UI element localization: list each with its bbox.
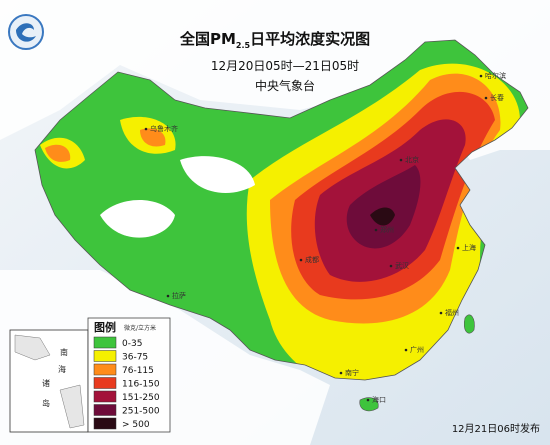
- inset-land: [59, 384, 85, 429]
- logo: [8, 14, 44, 50]
- legend-swatch: [93, 363, 117, 376]
- area: [346, 165, 421, 249]
- title-prefix: 全国PM: [179, 30, 236, 48]
- agency: 中央气象台: [255, 78, 315, 93]
- city-label: 广州: [410, 345, 424, 354]
- city-label: 上海: [462, 243, 476, 252]
- legend-title: 图例: [94, 320, 116, 334]
- legend-swatch: [93, 417, 117, 430]
- city-dot: [404, 348, 408, 352]
- area: [45, 144, 71, 162]
- legend-swatch: [93, 350, 117, 362]
- city-dot: [166, 294, 170, 298]
- city-dot: [144, 127, 148, 131]
- city-dot: [299, 258, 303, 262]
- city-dot: [439, 311, 443, 315]
- legend-swatch: [93, 336, 117, 349]
- legend-swatch: [93, 377, 117, 389]
- city-label: 郑州: [380, 226, 394, 234]
- neighbor-land: [0, 0, 550, 160]
- city-dot: [339, 371, 343, 375]
- inset-land: [14, 334, 51, 361]
- inset-label: 南: [60, 347, 68, 357]
- city-label: 哈尔滨: [485, 71, 506, 80]
- city-label: 拉萨: [172, 291, 186, 300]
- city-dot: [479, 74, 483, 78]
- city-label: 长春: [490, 93, 504, 102]
- legend-label: > 500: [122, 420, 150, 430]
- city-label: 北京: [405, 155, 419, 164]
- legend-label: 151-250: [122, 393, 160, 403]
- city-dot: [399, 158, 403, 162]
- city-label: 武汉: [395, 261, 409, 270]
- inset-label: 诸: [42, 379, 50, 388]
- area: [370, 207, 395, 226]
- title: 全国PM2.5日平均浓度实况图: [179, 30, 370, 50]
- city-label: 南宁: [345, 368, 359, 377]
- legend-swatch: [93, 390, 117, 403]
- city-label: 福州: [445, 308, 459, 317]
- title-suffix: 日平均浓度实况图: [250, 30, 370, 48]
- logo-ring: [8, 14, 44, 50]
- desert: [100, 200, 175, 238]
- city-dot: [389, 264, 393, 268]
- city-label: 海口: [372, 395, 386, 404]
- subtitle: 12月20日05时—21日05时: [211, 59, 359, 73]
- legend-unit: 微克/立方米: [124, 324, 156, 332]
- legend-label: 251-500: [122, 407, 160, 417]
- area: [140, 128, 166, 147]
- legend-label: 116-150: [122, 380, 160, 390]
- legend: 0-35 36-75 76-115 116-150 151-250 251-500 > 50…: [93, 336, 160, 430]
- title-subscript: 2.5: [236, 41, 251, 50]
- legend-label: 76-115: [122, 366, 154, 376]
- city-dot: [456, 246, 460, 250]
- inset-label: 海: [58, 364, 66, 374]
- city-dot: [374, 228, 378, 232]
- city-label: 成都: [305, 255, 319, 264]
- island: [463, 314, 475, 334]
- inset-label: 岛: [42, 398, 50, 408]
- legend-label: 36-75: [122, 353, 148, 363]
- city-dot: [484, 96, 488, 100]
- desert: [180, 156, 255, 193]
- city-dot: [366, 398, 370, 402]
- city-label: 乌鲁木齐: [150, 124, 178, 133]
- logo-mark: [16, 23, 36, 42]
- island: [359, 397, 379, 412]
- legend-swatch: [93, 404, 117, 416]
- legend-label: 0-35: [122, 339, 142, 349]
- footer: 12月21日06时发布: [452, 422, 540, 435]
